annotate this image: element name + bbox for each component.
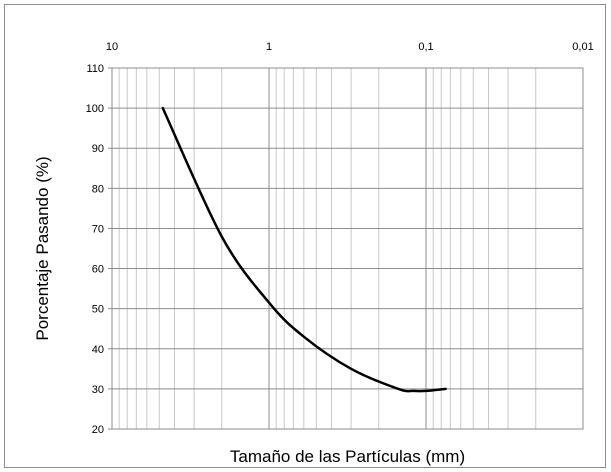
y-axis-title: Porcentaje Pasando (%) bbox=[33, 156, 52, 340]
y-tick-label: 20 bbox=[92, 424, 104, 436]
series-layer bbox=[161, 106, 447, 393]
plot-area-border bbox=[111, 67, 584, 430]
y-tick-label: 90 bbox=[92, 143, 104, 155]
x-tick-label: 10 bbox=[106, 41, 118, 53]
y-tick-label: 40 bbox=[92, 344, 104, 356]
x-tick-label: 1 bbox=[266, 41, 272, 53]
series-line bbox=[161, 106, 447, 393]
y-tick-label: 70 bbox=[92, 223, 104, 235]
y-tick-label: 80 bbox=[92, 183, 104, 195]
y-tick-label: 110 bbox=[86, 63, 104, 75]
y-tick-label: 60 bbox=[92, 264, 104, 276]
y-tick-labels: 20 30 40 50 60 70 80 90 100 110 bbox=[86, 63, 104, 436]
x-tick-label: 0,1 bbox=[418, 41, 433, 53]
x-tick-label: 0,01 bbox=[572, 41, 593, 53]
x-tick-labels: 10 1 0,1 0,01 bbox=[106, 41, 594, 53]
y-tick-label: 100 bbox=[86, 103, 104, 115]
major-gridlines bbox=[108, 67, 584, 430]
chart-frame bbox=[4, 4, 606, 468]
y-tick-label: 30 bbox=[92, 384, 104, 396]
x-axis-title: Tamaño de las Partículas (mm) bbox=[230, 447, 465, 466]
y-tick-label: 50 bbox=[92, 304, 104, 316]
minor-gridlines bbox=[118, 68, 537, 429]
